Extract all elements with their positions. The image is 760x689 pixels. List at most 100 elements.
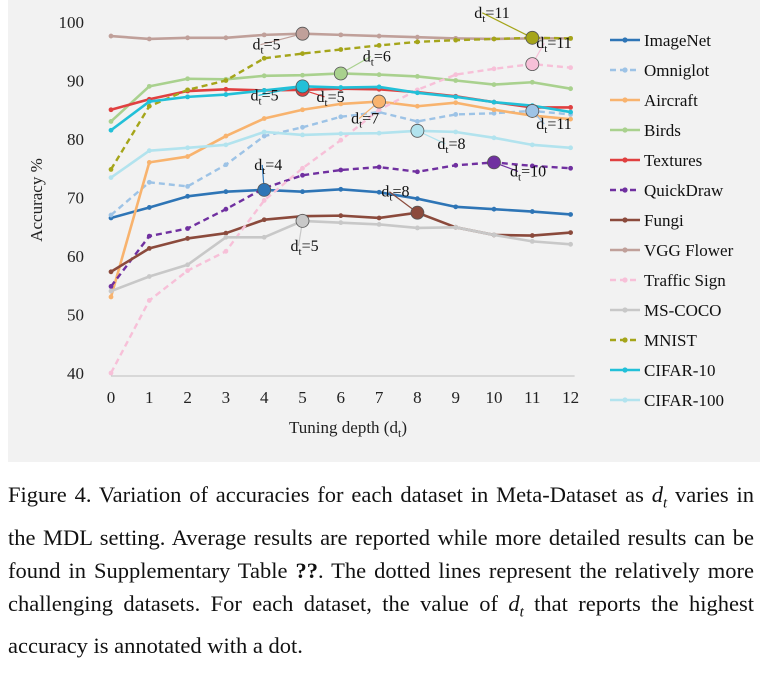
data-point (338, 220, 344, 226)
x-tick-label: 4 (260, 388, 269, 407)
legend-label: MNIST (644, 331, 698, 350)
caption-math-2: d (508, 590, 520, 616)
data-point (529, 238, 535, 244)
data-point (453, 100, 459, 106)
data-point (491, 66, 497, 72)
caption-math-1: d (651, 482, 663, 507)
data-point (261, 133, 267, 139)
caption-text-3: . The dotted lines represent the relativ… (8, 557, 754, 616)
annotation-leader (482, 12, 533, 39)
legend-label: Traffic Sign (644, 271, 726, 290)
legend-label: Aircraft (644, 91, 698, 110)
data-point (261, 88, 267, 93)
y-axis-title: Accuracy % (27, 158, 46, 242)
series-line-ms-coco (110, 219, 571, 293)
best-point-dot (295, 26, 310, 41)
data-point (491, 99, 497, 105)
data-point (338, 137, 344, 143)
data-point (491, 206, 497, 212)
data-point (491, 232, 497, 238)
data-point (261, 129, 267, 135)
legend-marker (622, 277, 628, 283)
figure-caption: Figure 4. Variation of accuracies for ea… (8, 478, 754, 662)
data-point (376, 130, 382, 136)
x-tick-label: 11 (524, 388, 540, 407)
data-point (453, 204, 459, 210)
best-point-label: dt=8 (381, 184, 409, 204)
best-point-dot (295, 213, 310, 228)
figure-label: Figure 4. (8, 482, 92, 507)
best-point-label: dt=11 (474, 5, 510, 25)
data-point (146, 103, 152, 109)
data-point (108, 212, 114, 218)
data-point (568, 65, 573, 71)
data-point (185, 76, 191, 82)
best-point-label: dt=5 (251, 87, 279, 107)
legend-marker (622, 97, 628, 103)
data-point (185, 94, 191, 100)
data-point (491, 135, 497, 141)
data-point (300, 124, 305, 130)
caption-math-2-sub: t (519, 604, 524, 620)
data-point (491, 82, 497, 87)
data-point (376, 43, 382, 48)
data-point (185, 268, 191, 274)
legend-label: ImageNet (644, 31, 711, 50)
data-point (223, 206, 229, 212)
data-point (338, 101, 344, 107)
legend-marker (622, 217, 628, 223)
data-point (108, 288, 114, 294)
legend-label: CIFAR-100 (644, 391, 724, 410)
data-point (415, 39, 420, 45)
best-point-dot (525, 104, 540, 118)
data-point (185, 236, 191, 241)
best-point-dot (333, 66, 348, 81)
x-tick-label: 2 (183, 388, 192, 407)
data-point (223, 92, 229, 97)
best-point-dot (372, 94, 387, 109)
caption-text-1: Variation of accuracies for each dataset… (91, 482, 652, 507)
data-point (529, 142, 535, 148)
data-point (185, 262, 191, 268)
legend-label: Birds (644, 121, 681, 140)
data-point (146, 233, 152, 239)
data-point (568, 116, 573, 122)
data-point (376, 107, 382, 113)
data-point (185, 87, 191, 93)
data-point (338, 47, 344, 52)
data-point (146, 245, 152, 251)
data-point (453, 37, 459, 43)
best-point-dot (257, 182, 272, 197)
data-point (108, 284, 114, 289)
best-point-label: dt=11 (536, 35, 572, 55)
data-point (568, 165, 573, 171)
data-point (453, 112, 459, 117)
data-point (223, 142, 229, 148)
data-point (185, 35, 191, 41)
best-point-dot (295, 79, 310, 94)
data-point (568, 145, 573, 151)
data-point (529, 209, 535, 214)
x-axis-title: Tuning depth (dt) (289, 418, 407, 440)
data-point (376, 189, 382, 195)
data-point (300, 51, 305, 56)
data-point (108, 127, 114, 133)
caption-text-4: that reports the highest accuracy is ann… (8, 590, 754, 659)
best-point-label: dt=10 (510, 163, 546, 183)
data-point (223, 248, 229, 254)
data-point (453, 72, 459, 78)
legend-marker (622, 337, 628, 343)
data-point (146, 298, 152, 303)
x-tick-label: 0 (107, 388, 116, 407)
data-point (108, 167, 114, 172)
x-tick-label: 8 (413, 388, 422, 407)
data-point (261, 73, 267, 79)
data-point (376, 164, 382, 170)
best-point-label: dt=11 (536, 116, 572, 136)
data-point (453, 224, 459, 230)
chart-legend: ImageNet Omniglot Aircraft Birds Textures Qui… (610, 31, 734, 410)
legend-marker (622, 307, 628, 313)
data-point (491, 36, 497, 42)
